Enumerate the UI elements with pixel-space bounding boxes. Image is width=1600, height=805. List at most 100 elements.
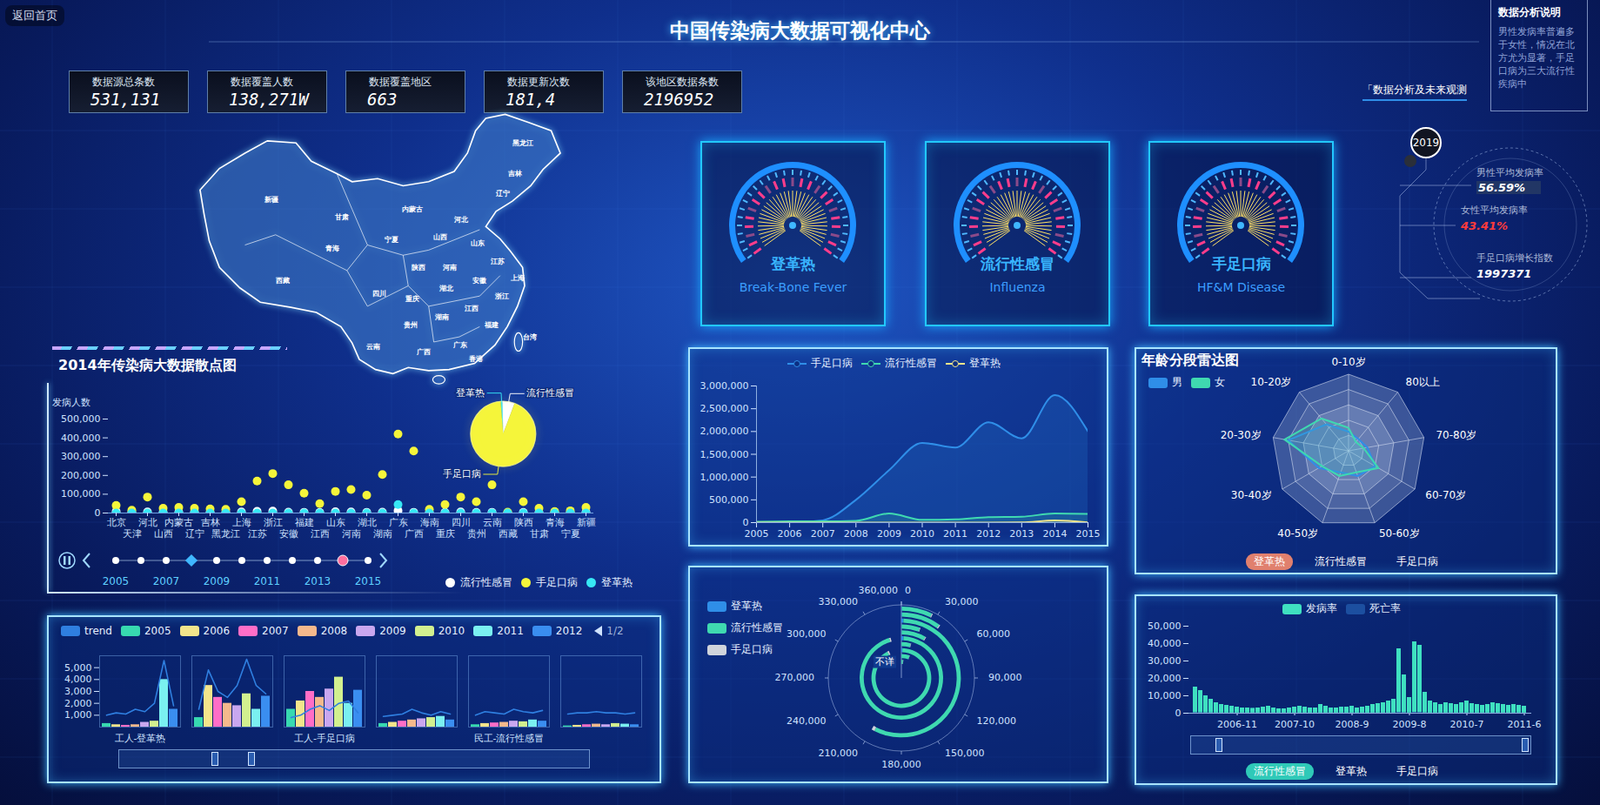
svg-text:工人-登革热: 工人-登革热	[114, 732, 167, 744]
svg-text:山东: 山东	[326, 516, 346, 529]
svg-text:5,000: 5,000	[64, 662, 93, 674]
svg-text:重庆: 重庆	[404, 294, 420, 303]
svg-text:广东: 广东	[452, 340, 468, 349]
svg-text:2005: 2005	[744, 528, 770, 540]
svg-text:2013: 2013	[1009, 528, 1034, 540]
svg-text:400,000: 400,000	[60, 432, 101, 444]
svg-text:3,000,000: 3,000,000	[700, 380, 750, 392]
svg-text:辽宁: 辽宁	[185, 528, 205, 540]
svg-text:青海: 青海	[324, 243, 340, 253]
svg-text:辽宁: 辽宁	[495, 188, 510, 198]
svg-text:河北: 河北	[453, 214, 469, 224]
svg-text:甘肃: 甘肃	[529, 528, 549, 540]
svg-text:贵州: 贵州	[467, 528, 487, 540]
svg-text:2009: 2009	[203, 575, 231, 588]
svg-text:宁夏: 宁夏	[384, 234, 399, 244]
svg-text:200,000: 200,000	[60, 469, 101, 482]
svg-text:300,000: 300,000	[786, 628, 827, 640]
svg-text:150,000: 150,000	[944, 747, 985, 759]
svg-text:2009-8: 2009-8	[1392, 718, 1427, 730]
svg-text:2,000: 2,000	[64, 697, 93, 710]
svg-text:4,000: 4,000	[64, 673, 93, 685]
svg-text:10,000: 10,000	[1147, 689, 1182, 702]
svg-text:20,000: 20,000	[1147, 672, 1182, 684]
svg-text:50,000: 50,000	[1147, 620, 1182, 632]
svg-text:安徽: 安徽	[472, 275, 488, 285]
svg-text:宁夏: 宁夏	[561, 528, 581, 540]
svg-text:330,000: 330,000	[818, 595, 859, 608]
svg-text:90,000: 90,000	[988, 671, 1023, 683]
svg-text:360,000: 360,000	[858, 584, 899, 596]
svg-text:湖北: 湖北	[438, 283, 455, 293]
svg-text:100,000: 100,000	[60, 488, 101, 500]
svg-text:西藏: 西藏	[274, 275, 290, 285]
svg-text:浙江: 浙江	[494, 291, 509, 301]
svg-text:手足口病: 手足口病	[442, 468, 482, 479]
svg-text:2019: 2019	[1412, 136, 1440, 149]
svg-text:贵州: 贵州	[402, 320, 418, 329]
svg-text:台湾: 台湾	[522, 332, 538, 342]
svg-text:1,500,000: 1,500,000	[700, 448, 750, 461]
svg-text:2011: 2011	[943, 528, 968, 540]
svg-text:江苏: 江苏	[489, 256, 505, 266]
svg-text:3,000: 3,000	[64, 685, 93, 697]
svg-text:云南: 云南	[366, 341, 381, 351]
svg-text:四川: 四川	[451, 516, 471, 529]
svg-text:0-10岁: 0-10岁	[1331, 355, 1366, 369]
svg-text:上海: 上海	[509, 273, 525, 282]
svg-text:北京: 北京	[107, 516, 127, 529]
svg-text:河南: 河南	[441, 262, 457, 272]
svg-text:70-80岁: 70-80岁	[1435, 428, 1477, 442]
svg-text:2009: 2009	[876, 528, 902, 540]
svg-text:2015: 2015	[1076, 528, 1101, 540]
svg-text:香港: 香港	[468, 354, 484, 363]
svg-text:180,000: 180,000	[881, 758, 922, 770]
svg-text:广西: 广西	[415, 347, 431, 356]
svg-text:安徽: 安徽	[279, 528, 299, 540]
svg-text:40,000: 40,000	[1147, 637, 1182, 650]
svg-text:工人-手足口病: 工人-手足口病	[294, 732, 355, 744]
svg-text:2006: 2006	[777, 528, 803, 540]
svg-text:江西: 江西	[463, 303, 479, 313]
svg-text:210,000: 210,000	[818, 747, 859, 759]
svg-text:湖南: 湖南	[373, 528, 393, 540]
svg-text:2014: 2014	[1042, 528, 1067, 540]
svg-text:2008: 2008	[843, 528, 869, 540]
svg-text:270,000: 270,000	[775, 671, 816, 683]
svg-text:福建: 福建	[294, 516, 315, 529]
svg-text:海南: 海南	[420, 516, 440, 529]
svg-text:重庆: 重庆	[435, 528, 456, 540]
svg-text:2015: 2015	[354, 575, 382, 588]
svg-text:黑龙江: 黑龙江	[211, 528, 241, 540]
svg-text:2007: 2007	[153, 575, 181, 588]
svg-text:40-50岁: 40-50岁	[1277, 527, 1319, 540]
svg-text:1,000: 1,000	[64, 709, 93, 721]
svg-text:不详: 不详	[875, 656, 895, 668]
svg-text:2012: 2012	[976, 528, 1001, 540]
svg-text:登革热: 登革热	[455, 387, 485, 398]
svg-text:河南: 河南	[341, 528, 362, 540]
svg-text:陕西: 陕西	[411, 262, 426, 272]
svg-text:云南: 云南	[482, 516, 503, 529]
svg-text:2010-7: 2010-7	[1450, 718, 1485, 730]
svg-text:60,000: 60,000	[977, 628, 1011, 640]
svg-text:2,500,000: 2,500,000	[700, 402, 750, 415]
svg-text:2005: 2005	[102, 575, 130, 588]
svg-text:0: 0	[94, 507, 101, 519]
svg-text:民工-流行性感冒: 民工-流行性感冒	[474, 732, 545, 744]
svg-text:2,000,000: 2,000,000	[700, 425, 750, 437]
svg-text:300,000: 300,000	[60, 450, 101, 462]
svg-text:湖南: 湖南	[434, 312, 449, 322]
svg-text:10-20岁: 10-20岁	[1251, 375, 1293, 389]
svg-text:0: 0	[1175, 707, 1182, 719]
svg-text:0: 0	[743, 516, 750, 529]
svg-text:上海: 上海	[232, 516, 252, 529]
svg-text:江西: 江西	[310, 528, 330, 540]
svg-text:天津: 天津	[122, 528, 142, 540]
svg-text:流行性感冒: 流行性感冒	[526, 387, 575, 398]
svg-text:甘肃: 甘肃	[334, 212, 349, 221]
svg-text:山西: 山西	[153, 528, 174, 540]
svg-text:黑龙江: 黑龙江	[511, 138, 534, 148]
svg-text:80以上: 80以上	[1405, 375, 1440, 389]
svg-text:湖北: 湖北	[357, 516, 377, 529]
